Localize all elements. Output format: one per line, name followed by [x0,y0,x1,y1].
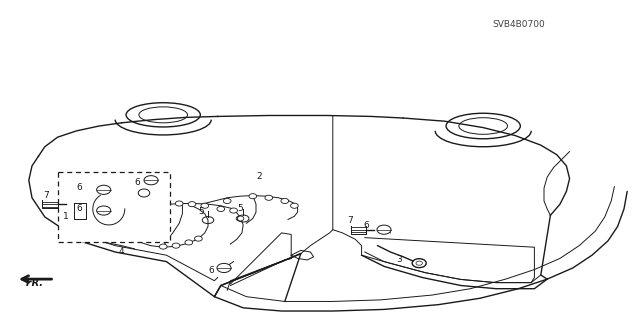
Ellipse shape [97,206,111,215]
Ellipse shape [265,195,273,200]
Ellipse shape [291,203,298,208]
Ellipse shape [172,243,180,248]
Text: 6: 6 [76,183,82,192]
Text: 4: 4 [119,247,124,256]
Ellipse shape [249,194,257,199]
Ellipse shape [195,236,202,241]
Ellipse shape [201,203,209,208]
Text: 7: 7 [348,216,353,225]
Text: 6: 6 [135,178,140,187]
Ellipse shape [217,263,231,272]
Ellipse shape [230,208,237,213]
Ellipse shape [97,185,111,194]
Text: 1: 1 [63,211,68,220]
Ellipse shape [159,244,167,249]
Text: FR.: FR. [26,278,44,287]
Text: 6: 6 [76,204,82,212]
Ellipse shape [223,198,231,204]
Ellipse shape [217,206,225,211]
Ellipse shape [163,202,170,207]
Text: 5: 5 [199,207,204,216]
Ellipse shape [188,202,196,207]
Text: 6: 6 [363,221,369,230]
Text: 5: 5 [237,204,243,212]
Text: 7: 7 [44,191,49,200]
Bar [58,172,170,242]
Ellipse shape [175,201,183,206]
Ellipse shape [377,225,391,234]
Ellipse shape [281,198,289,204]
Text: 2: 2 [257,172,262,181]
Text: 6: 6 [209,266,214,275]
Text: 3: 3 [396,255,401,263]
Ellipse shape [144,176,158,185]
Ellipse shape [236,216,244,221]
Text: SVB4B0700: SVB4B0700 [493,20,545,29]
Ellipse shape [185,240,193,245]
